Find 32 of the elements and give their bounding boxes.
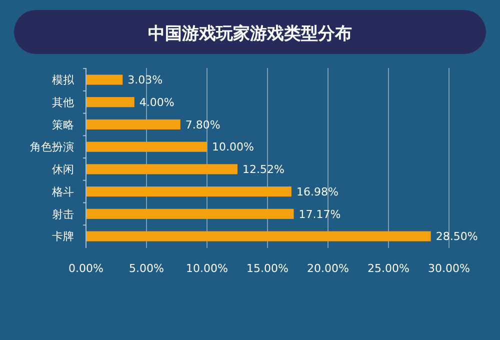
x-tick-label: 0.00% [68, 262, 104, 275]
x-tick-label: 15.00% [246, 262, 288, 275]
data-label: 16.98% [296, 185, 338, 198]
y-tick-label: 休闲 [52, 163, 74, 176]
x-tick-label: 25.00% [368, 262, 410, 275]
x-tick-label: 20.00% [307, 262, 349, 275]
bar [86, 186, 292, 197]
bar [86, 119, 180, 130]
bar [86, 74, 123, 85]
bar [86, 231, 431, 242]
bar [86, 97, 134, 108]
y-tick-label: 卡牌 [52, 230, 74, 244]
data-label: 3.03% [128, 74, 163, 87]
x-tick-label: 30.00% [428, 262, 470, 275]
x-tick-label: 10.00% [186, 262, 228, 275]
bar [86, 142, 207, 152]
y-tick-label: 模拟 [52, 74, 75, 87]
x-tick-label: 5.00% [129, 262, 164, 275]
chart-title: 中国游戏玩家游戏类型分布 [148, 24, 352, 44]
y-tick-label: 策略 [52, 118, 74, 132]
data-label: 4.00% [139, 96, 174, 109]
data-label: 10.00% [212, 140, 254, 154]
y-tick-label: 其他 [52, 96, 74, 109]
y-tick-label: 射击 [52, 208, 74, 221]
bar [86, 164, 238, 174]
data-label: 7.80% [185, 118, 220, 132]
y-tick-label: 格斗 [51, 185, 74, 198]
y-tick-label: 角色扮演 [30, 140, 74, 154]
data-label: 17.17% [298, 208, 341, 221]
data-label: 28.50% [436, 230, 478, 244]
data-label: 12.52% [242, 163, 284, 176]
bar [86, 208, 294, 219]
